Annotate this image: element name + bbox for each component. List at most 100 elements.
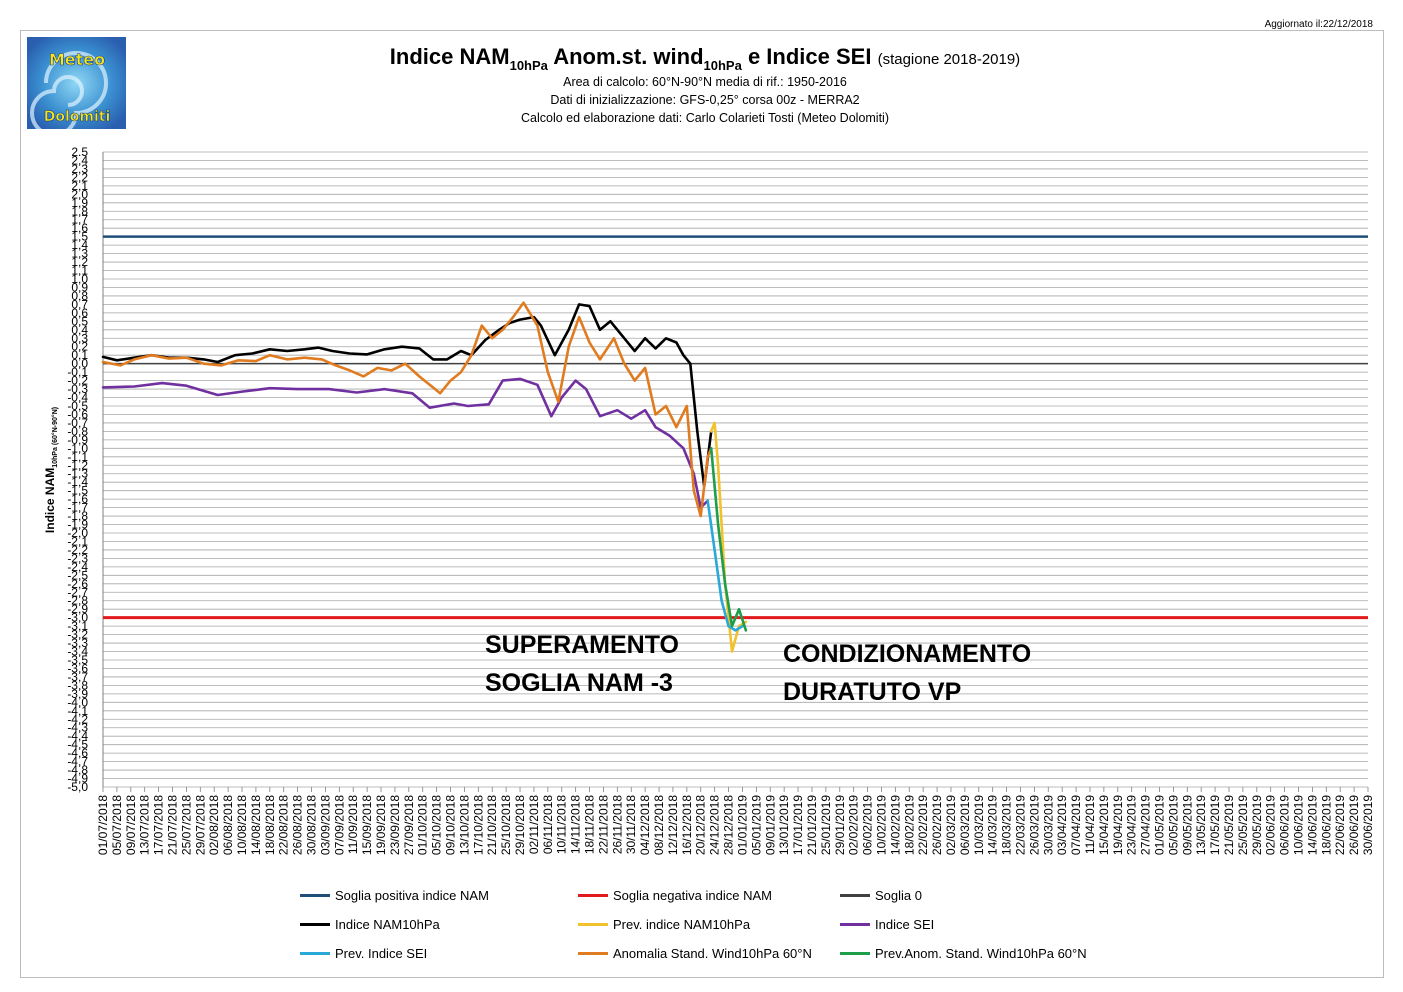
x-tick-label: 26/08/2018 bbox=[291, 795, 305, 855]
x-tick-label: 22/08/2018 bbox=[277, 795, 291, 855]
x-tick-label: 03/04/2019 bbox=[1055, 795, 1069, 855]
y-tick-label: 1,7 bbox=[71, 213, 88, 227]
x-tick-label: 10/02/2019 bbox=[874, 795, 888, 855]
annotation-condizionamento: CONDIZIONAMENTO DURATUTO VP bbox=[783, 640, 1032, 706]
y-tick-label: -3,4 bbox=[67, 645, 88, 659]
y-tick-label: 1,8 bbox=[71, 204, 88, 218]
y-tick-label: -2,7 bbox=[67, 585, 88, 599]
x-tick-label: 30/03/2019 bbox=[1041, 795, 1055, 855]
x-tick-label: 06/08/2018 bbox=[221, 795, 235, 855]
x-tick-label: 22/03/2019 bbox=[1013, 795, 1027, 855]
x-tick-label: 16/12/2018 bbox=[680, 795, 694, 855]
y-tick-label: -3,6 bbox=[67, 661, 88, 675]
annotation-superamento: SUPERAMENTO SOGLIA NAM -3 bbox=[485, 631, 680, 697]
x-tick-label: 01/01/2019 bbox=[735, 795, 749, 855]
y-tick-label: -0,4 bbox=[67, 391, 88, 405]
legend-item: Soglia 0 bbox=[840, 888, 922, 903]
y-tick-label: -3,8 bbox=[67, 678, 88, 692]
logo-text-dolomiti: Dolomiti bbox=[44, 109, 111, 125]
x-tick-label: 13/07/2018 bbox=[138, 795, 152, 855]
x-tick-label: 25/10/2018 bbox=[499, 795, 513, 855]
x-tick-labels: 01/07/2018 05/07/2018 09/07/2018 13/07/2018… bbox=[96, 787, 1375, 855]
y-tick-label: -1,7 bbox=[67, 501, 88, 515]
x-tick-label: 01/07/2018 bbox=[96, 795, 110, 855]
legend-label: Prev.Anom. Stand. Wind10hPa 60°N bbox=[875, 946, 1087, 961]
x-tick-label: 04/12/2018 bbox=[638, 795, 652, 855]
y-tick-label: -0,8 bbox=[67, 424, 88, 438]
x-tick-label: 01/10/2018 bbox=[416, 795, 430, 855]
y-tick-label: -1,4 bbox=[67, 475, 88, 489]
x-tick-label: 17/07/2018 bbox=[152, 795, 166, 855]
legend-label: Soglia 0 bbox=[875, 888, 922, 903]
y-tick-label: -1,5 bbox=[67, 484, 88, 498]
y-tick-label: -4,6 bbox=[67, 746, 88, 760]
x-tick-label: 08/12/2018 bbox=[652, 795, 666, 855]
y-tick-label: -0,5 bbox=[67, 399, 88, 413]
legend-label: Indice SEI bbox=[875, 917, 935, 932]
y-tick-label: 2,4 bbox=[71, 153, 88, 167]
x-tick-label: 28/12/2018 bbox=[722, 795, 736, 855]
y-tick-label: -4,1 bbox=[67, 704, 88, 718]
x-tick-label: 18/06/2019 bbox=[1319, 795, 1333, 855]
legend-item: Soglia negativa indice NAM bbox=[578, 888, 772, 903]
x-tick-label: 22/02/2019 bbox=[916, 795, 930, 855]
x-tick-label: 26/02/2019 bbox=[930, 795, 944, 855]
x-tick-label: 22/06/2019 bbox=[1333, 795, 1347, 855]
x-tick-label: 14/03/2019 bbox=[986, 795, 1000, 855]
legend-item: Prev.Anom. Stand. Wind10hPa 60°N bbox=[840, 946, 1087, 961]
x-tick-label: 05/07/2018 bbox=[110, 795, 124, 855]
y-tick-label: 2,3 bbox=[71, 162, 88, 176]
y-tick-label: -2,2 bbox=[67, 543, 88, 557]
y-tick-label: 2,0 bbox=[71, 187, 88, 201]
x-tick-label: 15/04/2019 bbox=[1097, 795, 1111, 855]
legend-swatch bbox=[840, 923, 870, 926]
subtitle-author: Calcolo ed elaborazione dati: Carlo Cola… bbox=[521, 111, 889, 125]
x-tick-label: 02/11/2018 bbox=[527, 795, 541, 854]
x-tick-label: 27/09/2018 bbox=[402, 795, 416, 855]
series-line bbox=[101, 301, 713, 518]
x-tick-label: 12/12/2018 bbox=[666, 795, 680, 855]
x-tick-label: 10/11/2018 bbox=[555, 795, 569, 854]
legend-item: Indice SEI bbox=[840, 917, 934, 932]
y-tick-label: -1,9 bbox=[67, 518, 88, 532]
x-tick-label: 17/01/2019 bbox=[791, 795, 805, 855]
y-tick-label: -0,3 bbox=[67, 382, 88, 396]
y-tick-label: -0,6 bbox=[67, 407, 88, 421]
y-tick-label: -4,4 bbox=[67, 729, 88, 743]
y-tick-label: 0,4 bbox=[71, 323, 88, 337]
y-tick-label: -3,3 bbox=[67, 636, 88, 650]
x-tick-label: 09/01/2019 bbox=[763, 795, 777, 855]
x-tick-label: 03/09/2018 bbox=[318, 795, 332, 855]
x-tick-label: 06/03/2019 bbox=[958, 795, 972, 855]
y-tick-label: -4,0 bbox=[67, 695, 88, 709]
y-tick-label: 2,1 bbox=[71, 179, 88, 193]
x-tick-label: 15/09/2018 bbox=[360, 795, 374, 855]
legend-swatch bbox=[300, 923, 330, 926]
x-tick-label: 05/01/2019 bbox=[749, 795, 763, 855]
logo-text-meteo: Meteo bbox=[49, 50, 105, 69]
x-tick-label: 29/10/2018 bbox=[513, 795, 527, 855]
x-tick-label: 26/06/2019 bbox=[1347, 795, 1361, 855]
y-tick-label: -3,7 bbox=[67, 670, 88, 684]
y-tick-label: -3,0 bbox=[67, 611, 88, 625]
x-tick-label: 19/09/2018 bbox=[374, 795, 388, 855]
meteo-dolomiti-logo: Meteo Dolomiti bbox=[27, 37, 126, 129]
y-tick-label: 0,0 bbox=[71, 357, 88, 371]
legend-item: Prev. Indice SEI bbox=[300, 946, 427, 961]
x-tick-label: 10/03/2019 bbox=[972, 795, 986, 855]
y-tick-label: -1,2 bbox=[67, 458, 88, 472]
legend-swatch bbox=[840, 952, 870, 955]
x-tick-label: 07/09/2018 bbox=[332, 795, 346, 855]
x-tick-label: 05/10/2018 bbox=[430, 795, 444, 855]
y-tick-label: 1,2 bbox=[71, 255, 88, 269]
y-tick-label: -4,9 bbox=[67, 772, 88, 786]
x-tick-label: 21/07/2018 bbox=[166, 795, 180, 855]
y-tick-label: -2,3 bbox=[67, 551, 88, 565]
x-tick-label: 01/05/2019 bbox=[1152, 795, 1166, 855]
x-tick-label: 23/09/2018 bbox=[388, 795, 402, 855]
x-tick-label: 13/10/2018 bbox=[457, 795, 471, 855]
x-tick-label: 09/10/2018 bbox=[444, 795, 458, 855]
y-tick-label: -1,8 bbox=[67, 509, 88, 523]
series-line bbox=[101, 377, 709, 509]
